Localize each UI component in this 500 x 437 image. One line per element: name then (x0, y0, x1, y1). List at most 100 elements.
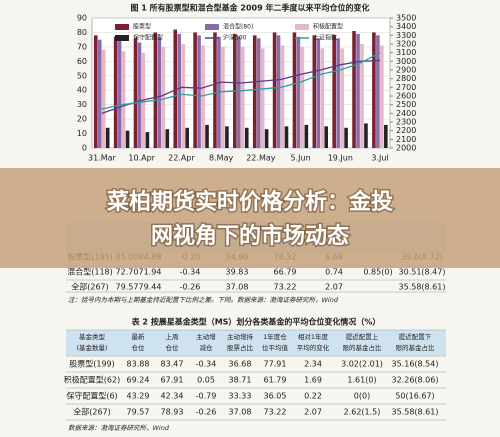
bar (276, 35, 281, 149)
y-tick-label: 70 (77, 42, 87, 51)
x-tick-label: 31.Mar (88, 154, 117, 163)
y2-tick-label: 2100 (396, 135, 416, 144)
legend-label: 混合型(80) (223, 23, 253, 31)
bar (193, 32, 197, 148)
x-tick-label: 3.Jul (371, 154, 388, 163)
table-cell: 39.83 (226, 268, 249, 277)
line-series (101, 59, 381, 114)
y-tick-label: 60 (77, 57, 87, 66)
table-note: 注：括号内为本期与上期基金持近配置下比例之差。下同。数据来源：渤海证券研究所，W… (68, 296, 339, 304)
table-cell: 36.68 (229, 360, 252, 369)
table-cell: 69.24 (127, 376, 150, 385)
table-cell: 全部(267) (73, 407, 111, 417)
bar (340, 48, 344, 149)
y-tick-label: 50 (77, 71, 87, 80)
table-cell: 71.94 (139, 268, 162, 277)
x-tick-label: 19.Jun (328, 154, 353, 163)
bar (201, 45, 205, 148)
y2-tick-label: 2400 (396, 109, 416, 118)
bar (376, 35, 380, 149)
bar (360, 44, 364, 148)
bar (93, 35, 98, 149)
table-cell: 股票型(199) (69, 360, 115, 369)
legend-label: 上证指数 (313, 34, 337, 42)
y2-tick-label: 3500 (396, 14, 416, 23)
bar (264, 129, 269, 148)
bar (296, 36, 301, 148)
legend-label: 保守配置型 (133, 34, 163, 42)
x-tick-label: 22.May (246, 154, 276, 163)
bar (256, 38, 261, 148)
bar (252, 35, 257, 149)
table-cell: -0.26 (196, 408, 217, 417)
table-header: 平均的变化 (297, 343, 330, 352)
y2-tick-label: 2000 (396, 144, 416, 153)
table-cell: 30.51(8.47) (399, 268, 446, 277)
bar (97, 39, 102, 148)
table-title: 表 2 按晨星基金类型（MS）划分各类基金的平均仓位变化情况（%） (131, 317, 381, 327)
bar (280, 45, 285, 148)
y-tick-label: 90 (77, 14, 87, 23)
table-cell: 积极配置型(62) (64, 375, 120, 385)
bar (372, 32, 376, 148)
bar (225, 126, 229, 148)
bar (284, 126, 289, 148)
legend-label: 股票型 (133, 23, 151, 31)
table-cell: 2.07 (304, 408, 322, 417)
table-cell: 37.08 (226, 283, 249, 292)
bar (380, 45, 384, 148)
table-cell: 0(0) (354, 392, 370, 401)
table-cell: -0.34 (196, 360, 217, 369)
table-cell: 61.79 (264, 376, 287, 385)
table-header: 限的基金占比 (396, 343, 436, 352)
y2-tick-label: 3100 (396, 48, 416, 57)
bar (332, 35, 336, 149)
legend-label: 积极配置型 (313, 23, 343, 31)
x-tick-label: 22.Apr (168, 154, 195, 163)
table-cell: -0.26 (180, 283, 201, 292)
y-tick-label: 0 (82, 144, 87, 153)
table-header: 减仓 (200, 343, 214, 352)
y2-tick-label: 2700 (396, 83, 416, 92)
table-cell: 43.29 (127, 392, 150, 401)
table-header: 最新 (132, 332, 146, 341)
bar (272, 32, 277, 148)
chart-title: 图 1 所有股票型和混合型基金 2009 年二季度以来平均仓位的变化 (131, 3, 370, 13)
y2-tick-label: 2200 (396, 126, 416, 135)
bar (133, 38, 138, 148)
y-tick-label: 80 (77, 28, 87, 37)
table-cell: 78.93 (161, 408, 184, 417)
legend-swatch (115, 35, 129, 41)
table-cell: 77.91 (264, 360, 287, 369)
table-note: 数据来源：渤海证券研究所，Wind (68, 424, 170, 432)
bar (213, 32, 217, 148)
table-header: 1年度仓 (263, 332, 287, 341)
x-tick-label: 8.May (209, 154, 233, 163)
table-cell: 79.57 (127, 408, 150, 417)
bar (384, 124, 388, 148)
table-cell: 0.05 (197, 376, 215, 385)
y2-tick-label: 3200 (396, 40, 416, 49)
table-header: 提近配置上 (346, 332, 379, 341)
table-cell: 2.07 (325, 283, 343, 292)
bar (304, 124, 309, 148)
table-header-bg (66, 330, 446, 356)
bar (121, 51, 126, 148)
table-header: 仓位 (166, 343, 180, 352)
y2-tick-label: 2300 (396, 118, 416, 127)
table-cell: 66.79 (274, 268, 297, 277)
y-tick-label: 40 (77, 86, 87, 95)
bar (101, 49, 106, 148)
bar (260, 48, 265, 149)
bar (344, 127, 348, 148)
legend-swatch (295, 24, 309, 30)
table-header: 主动增持 (227, 332, 254, 341)
bar (173, 29, 178, 148)
table-cell: 0.22 (304, 392, 322, 401)
bar (125, 130, 130, 148)
x-tick-label: 10.Apr (128, 154, 155, 163)
table-cell: 混合型(118) (67, 267, 113, 277)
bar (205, 124, 209, 148)
table-cell: 50(16.67) (395, 392, 434, 401)
y2-tick-label: 2900 (396, 66, 416, 75)
